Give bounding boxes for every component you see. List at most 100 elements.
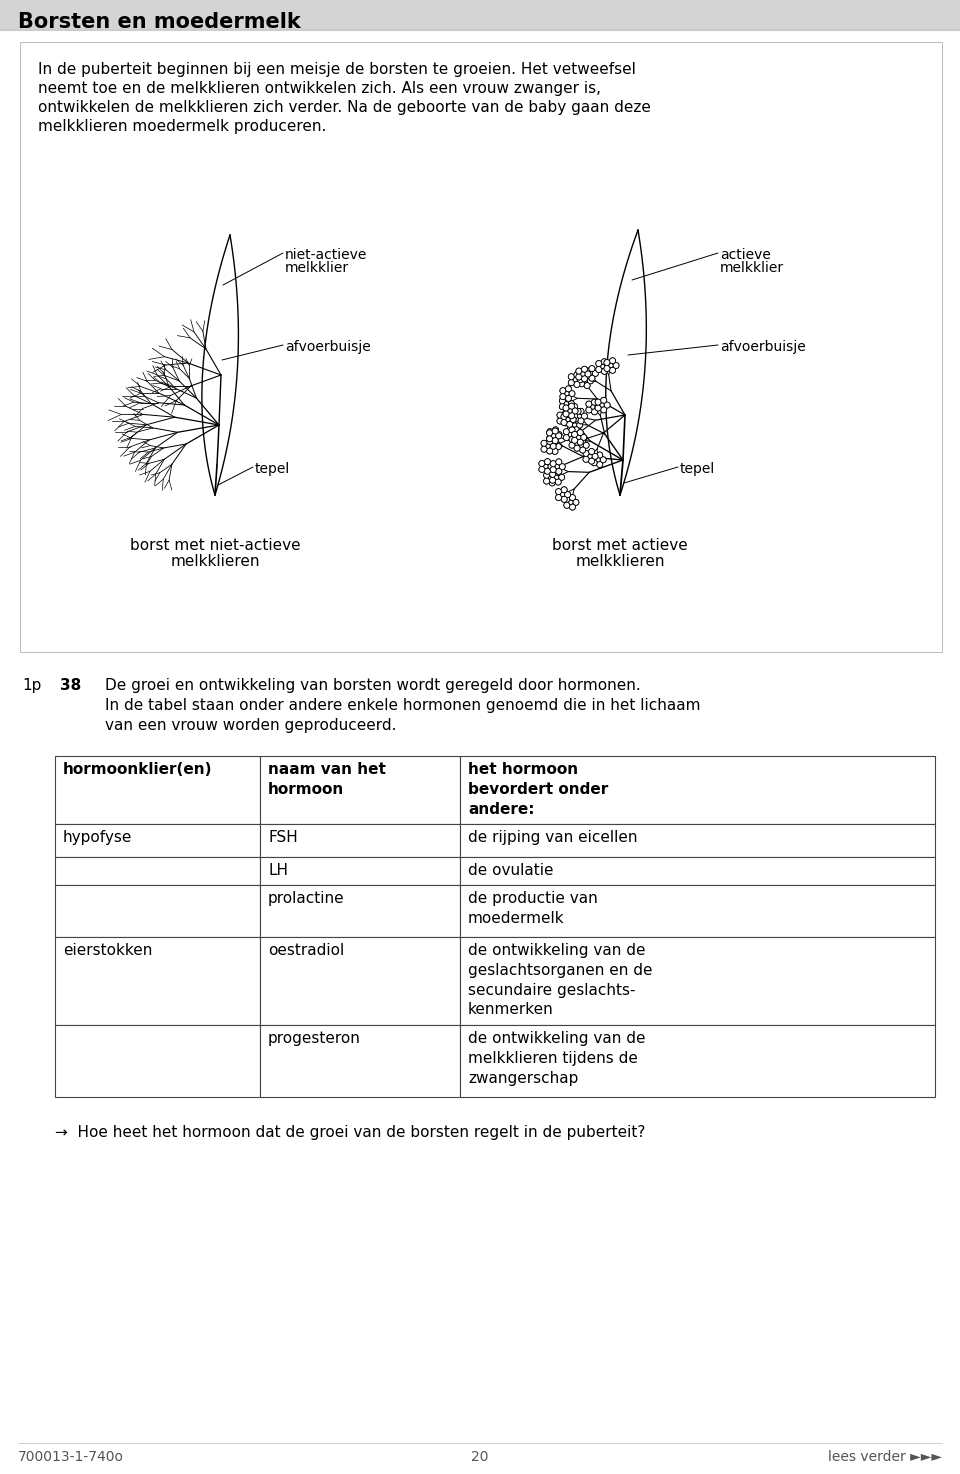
- Circle shape: [601, 407, 607, 413]
- Circle shape: [552, 438, 558, 444]
- Circle shape: [601, 368, 608, 374]
- Circle shape: [566, 411, 572, 417]
- Circle shape: [584, 373, 589, 379]
- Circle shape: [577, 422, 583, 427]
- Circle shape: [577, 439, 584, 445]
- Circle shape: [568, 500, 573, 504]
- Bar: [55, 756, 260, 824]
- Circle shape: [583, 442, 589, 448]
- Circle shape: [561, 420, 567, 426]
- Circle shape: [573, 377, 578, 382]
- Circle shape: [546, 447, 552, 453]
- Circle shape: [563, 410, 568, 416]
- Bar: [260, 756, 460, 824]
- Circle shape: [573, 427, 579, 433]
- Circle shape: [579, 444, 584, 448]
- Circle shape: [560, 464, 565, 470]
- Circle shape: [577, 422, 583, 427]
- Circle shape: [557, 413, 563, 419]
- Circle shape: [591, 399, 597, 405]
- Bar: [55, 856, 260, 884]
- Text: tepel: tepel: [255, 461, 290, 476]
- Bar: [55, 824, 260, 856]
- Bar: [260, 824, 460, 856]
- Circle shape: [575, 435, 581, 441]
- Circle shape: [592, 370, 598, 376]
- Circle shape: [566, 417, 570, 422]
- Circle shape: [563, 411, 569, 417]
- Circle shape: [597, 453, 603, 458]
- Circle shape: [562, 497, 567, 503]
- Circle shape: [546, 438, 553, 445]
- Bar: [55, 884, 260, 937]
- Circle shape: [569, 442, 575, 448]
- Circle shape: [577, 429, 584, 436]
- Circle shape: [560, 404, 565, 410]
- Circle shape: [588, 376, 595, 382]
- Circle shape: [552, 427, 558, 433]
- Circle shape: [555, 464, 560, 469]
- Circle shape: [600, 402, 604, 407]
- Circle shape: [539, 460, 545, 466]
- Circle shape: [546, 441, 552, 447]
- Bar: [260, 1024, 460, 1097]
- Circle shape: [591, 460, 597, 466]
- Circle shape: [588, 371, 592, 376]
- Circle shape: [604, 366, 610, 371]
- Circle shape: [574, 441, 578, 444]
- Circle shape: [568, 432, 572, 436]
- Circle shape: [553, 427, 559, 433]
- Circle shape: [548, 463, 554, 469]
- Bar: [460, 856, 935, 884]
- Circle shape: [569, 442, 575, 448]
- Text: In de tabel staan onder andere enkele hormonen genoemd die in het lichaam: In de tabel staan onder andere enkele ho…: [105, 699, 701, 713]
- Text: ontwikkelen de melkklieren zich verder. Na de geboorte van de baby gaan deze: ontwikkelen de melkklieren zich verder. …: [38, 100, 651, 115]
- Circle shape: [585, 371, 591, 377]
- Circle shape: [546, 444, 550, 448]
- Circle shape: [580, 438, 586, 444]
- Text: naam van het
hormoon: naam van het hormoon: [268, 762, 386, 797]
- Circle shape: [557, 413, 563, 419]
- Circle shape: [600, 457, 606, 463]
- Circle shape: [588, 448, 594, 454]
- Circle shape: [574, 371, 580, 377]
- Circle shape: [582, 366, 588, 373]
- Circle shape: [595, 405, 601, 411]
- Circle shape: [556, 469, 562, 475]
- Circle shape: [595, 399, 601, 405]
- Circle shape: [586, 401, 592, 407]
- Circle shape: [568, 374, 574, 380]
- Circle shape: [601, 368, 608, 374]
- Circle shape: [562, 486, 567, 492]
- Circle shape: [539, 466, 545, 472]
- Circle shape: [569, 436, 575, 442]
- Bar: [260, 937, 460, 1024]
- Circle shape: [546, 430, 553, 436]
- Circle shape: [568, 404, 575, 410]
- Circle shape: [577, 429, 584, 436]
- Circle shape: [585, 371, 591, 377]
- Text: afvoerbuisje: afvoerbuisje: [285, 340, 371, 354]
- Circle shape: [559, 475, 564, 481]
- Circle shape: [572, 410, 578, 416]
- Circle shape: [548, 476, 553, 481]
- Text: de ovulatie: de ovulatie: [468, 862, 554, 879]
- Circle shape: [591, 408, 597, 414]
- Circle shape: [613, 363, 619, 368]
- Circle shape: [552, 427, 558, 433]
- Circle shape: [588, 458, 594, 464]
- Circle shape: [610, 358, 615, 364]
- Circle shape: [586, 401, 592, 407]
- Circle shape: [556, 489, 562, 495]
- Circle shape: [564, 503, 570, 509]
- Circle shape: [546, 436, 553, 442]
- Circle shape: [563, 411, 569, 417]
- Text: neemt toe en de melkklieren ontwikkelen zich. Als een vrouw zwanger is,: neemt toe en de melkklieren ontwikkelen …: [38, 81, 601, 96]
- Circle shape: [591, 454, 597, 460]
- Circle shape: [566, 405, 572, 411]
- Circle shape: [571, 413, 578, 419]
- Circle shape: [610, 358, 615, 364]
- Circle shape: [579, 374, 585, 380]
- Circle shape: [555, 470, 562, 476]
- Text: In de puberteit beginnen bij een meisje de borsten te groeien. Het vetweefsel: In de puberteit beginnen bij een meisje …: [38, 62, 636, 77]
